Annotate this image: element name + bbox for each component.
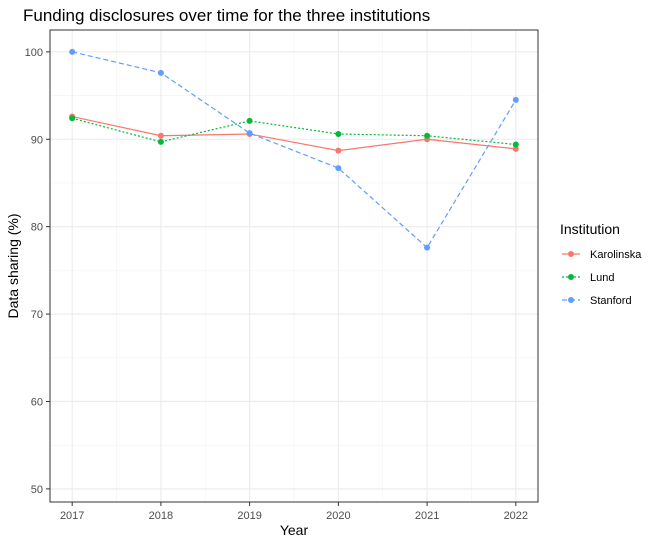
data-point-lund [335,131,342,138]
data-point-lund [246,117,253,124]
x-axis: 2017 2018 2019 2020 2021 2022 [60,502,528,522]
x-tick-label: 2021 [415,510,439,522]
data-point-stanford [246,130,253,137]
y-axis-title: Data sharing (%) [5,213,21,318]
x-tick-label: 2020 [326,510,350,522]
y-tick-label: 50 [31,484,43,496]
legend: Institution Karolinska Lund Stanford [560,221,642,307]
data-point-karolinska [157,132,164,139]
legend-key-karolinska [562,251,580,257]
data-point-lund [512,141,519,148]
legend-label-karolinska: Karolinska [590,249,642,261]
data-point-karolinska [512,145,519,152]
data-point-stanford [512,96,519,103]
data-point-stanford [157,69,164,76]
data-point-stanford [424,244,431,251]
y-tick-label: 60 [31,396,43,408]
legend-marker-stanford [568,297,574,303]
legend-key-stanford [562,297,580,303]
legend-marker-lund [568,274,574,280]
legend-marker-karolinska [568,251,574,257]
series-line-lund [72,117,516,146]
x-tick-label: 2018 [149,510,173,522]
y-tick-label: 100 [25,47,43,59]
x-tick-label: 2017 [60,510,84,522]
series-lund [69,115,519,148]
data-point-lund [157,138,164,145]
x-axis-title: Year [280,522,309,538]
data-point-stanford [335,165,342,172]
series-layer [69,48,519,251]
plot-area [49,29,539,503]
data-point-karolinska [335,147,342,154]
y-tick-label: 70 [31,309,43,321]
series-line-stanford [72,51,517,249]
data-point-lund [69,115,76,122]
legend-label-stanford: Stanford [590,295,632,307]
y-tick-label: 80 [31,222,43,234]
minor-gridlines [50,30,538,502]
data-point-lund [424,132,431,139]
y-tick-label: 90 [31,134,43,146]
series-line-karolinska [72,115,516,152]
series-stanford [69,48,519,251]
legend-label-lund: Lund [590,272,614,284]
x-tick-label: 2019 [237,510,261,522]
major-gridlines [50,30,538,502]
data-point-stanford [69,48,76,55]
x-tick-label: 2022 [504,510,528,522]
legend-title: Institution [560,221,620,237]
plot-border [49,29,539,503]
legend-key-lund [562,274,580,280]
chart-title: Funding disclosures over time for the th… [23,6,430,25]
y-axis: 50 60 70 80 90 100 [25,47,50,496]
